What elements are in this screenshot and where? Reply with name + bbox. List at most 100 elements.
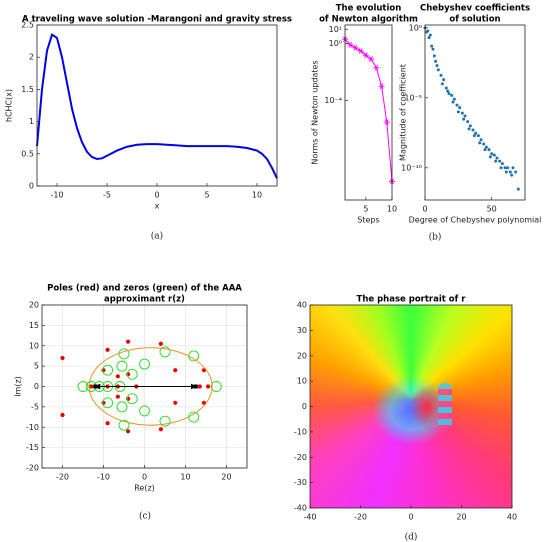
data-point: [455, 103, 459, 107]
data-point: [506, 166, 510, 170]
pole-marker: [201, 400, 207, 405]
x-tick-label: 5: [363, 205, 368, 214]
y-tick-label: 20: [297, 351, 307, 360]
zero-marker: [77, 381, 89, 392]
marker-stroke: [358, 48, 363, 54]
x-axis-label: x: [155, 202, 160, 211]
y-tick-label: -20: [294, 453, 307, 462]
data-point: [471, 128, 475, 132]
arrow-end: [193, 384, 198, 389]
data-line: [344, 38, 393, 182]
zero-marker: [126, 393, 138, 405]
pole-marker: [60, 355, 65, 361]
pole-marker: [173, 400, 178, 405]
y-tick-label: -30: [294, 478, 307, 487]
data-point: [516, 187, 520, 191]
data-marker: [347, 42, 354, 48]
y-axis-label: hCHC(x): [5, 89, 14, 122]
contour-ellipse: [88, 347, 213, 426]
data-point: [430, 44, 434, 48]
panel-label: (d): [405, 532, 418, 542]
y-tick-label: 2.5: [21, 21, 34, 30]
x-tick-label: 0: [408, 513, 413, 522]
zero-marker: [118, 348, 130, 360]
data-point: [446, 89, 450, 93]
y-tick-label: -5: [31, 402, 39, 411]
chart-title: of Newton algorithm: [319, 15, 418, 25]
data-point: [474, 131, 478, 135]
y-tick-label: 10⁻⁵: [404, 93, 422, 102]
x-tick-label: 20: [456, 513, 466, 522]
data-point: [458, 106, 462, 110]
data-point: [494, 159, 498, 163]
pole-marker: [197, 384, 202, 389]
x-tick-label: 10: [180, 473, 190, 482]
x-tick-label: -10: [50, 191, 63, 200]
data-point: [439, 73, 443, 77]
pole-marker: [126, 429, 131, 434]
y-axis-label: Im(z): [14, 376, 23, 397]
zero-marker: [210, 381, 222, 392]
chart-title: of solution: [449, 15, 500, 25]
y-tick-label: 5: [34, 362, 39, 371]
data-point: [511, 166, 515, 170]
data-point: [503, 166, 507, 170]
y-tick-label: 40: [297, 301, 307, 310]
data-point: [504, 170, 508, 174]
y-tick-label: -10: [26, 423, 39, 432]
chart-title: The evolution: [336, 4, 402, 14]
data-point: [447, 92, 451, 96]
data-point: [462, 117, 466, 121]
pole-marker: [89, 384, 94, 389]
data-point: [483, 148, 487, 152]
marker-stroke: [369, 56, 374, 62]
marker-stroke: [379, 83, 384, 90]
x-tick-label: 10: [252, 191, 262, 200]
chart-title: approximant r(z): [104, 295, 185, 305]
x-tick-label: -5: [103, 191, 111, 200]
data-marker: [357, 48, 364, 54]
pole-marker: [158, 427, 163, 432]
data-point: [479, 138, 483, 142]
data-point: [468, 124, 472, 128]
data-point: [456, 110, 460, 114]
x-tick-label: -40: [303, 513, 316, 522]
data-point: [431, 47, 435, 51]
data-point: [428, 33, 432, 37]
data-point: [466, 120, 470, 124]
y-tick-label: -40: [294, 504, 307, 513]
data-point: [500, 162, 504, 166]
pole-marker: [101, 400, 106, 405]
marker-stroke: [374, 64, 379, 71]
marker-stroke: [348, 42, 353, 48]
zero-marker: [116, 401, 128, 413]
data-point: [463, 114, 467, 118]
zero-marker: [159, 415, 171, 427]
data-point: [452, 97, 456, 101]
x-tick-label: -20: [56, 473, 69, 482]
zero-marker: [102, 364, 114, 376]
data-point: [435, 64, 439, 68]
data-marker: [378, 83, 385, 90]
y-tick-label: 30: [297, 326, 307, 335]
pole-marker: [205, 384, 211, 389]
y-tick-label: 1: [29, 117, 34, 126]
y-tick-label: 0: [302, 402, 307, 411]
y-tick-label: 10⁻¹⁰: [401, 163, 422, 172]
x-tick-label: 40: [507, 513, 517, 522]
pole-marker: [126, 339, 131, 344]
data-point: [460, 111, 464, 115]
marker-stroke: [353, 44, 358, 51]
data-marker: [368, 56, 375, 62]
y-tick-label: 10¹: [329, 25, 342, 34]
axes-frame: [36, 24, 278, 187]
data-marker: [362, 52, 369, 59]
y-tick-label: 10⁰: [409, 23, 422, 32]
x-tick-label: 5: [204, 191, 209, 200]
x-axis-label: Re(z): [134, 484, 155, 493]
pole-marker: [173, 368, 178, 373]
pole-marker: [115, 374, 120, 379]
data-point: [426, 29, 430, 33]
y-tick-label: 2: [29, 53, 34, 62]
